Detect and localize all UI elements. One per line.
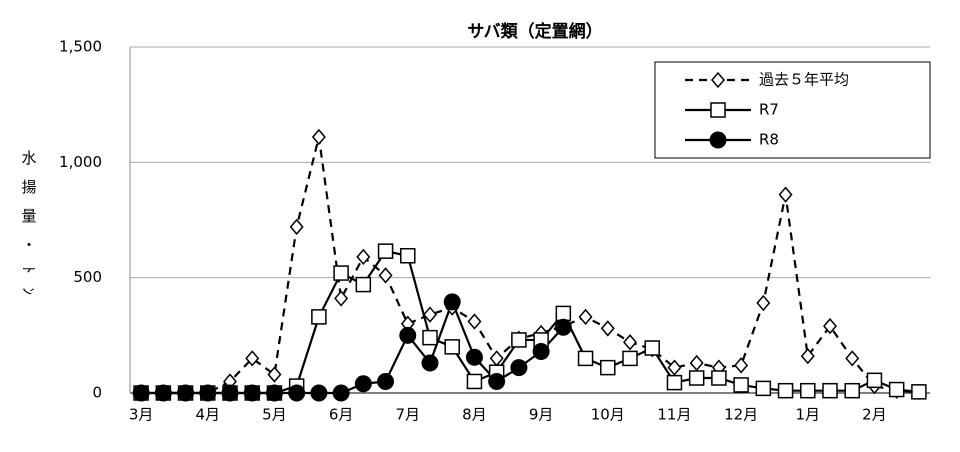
marker: [709, 131, 727, 149]
marker: [356, 248, 371, 266]
marker: [378, 267, 393, 284]
marker: [422, 329, 438, 346]
marker: [467, 313, 482, 330]
marker: [465, 348, 483, 366]
y-tick-label: 1,000: [59, 153, 102, 171]
marker: [332, 384, 350, 402]
marker: [444, 339, 460, 355]
marker: [800, 382, 816, 399]
x-tick-label: 10月: [591, 406, 625, 424]
x-tick-label: 7月: [396, 406, 421, 424]
x-tick-label: 6月: [329, 406, 354, 424]
marker: [644, 340, 660, 356]
x-tick-label: 1月: [796, 406, 821, 424]
marker: [600, 320, 615, 337]
marker: [733, 377, 749, 393]
marker: [265, 384, 283, 402]
marker: [622, 350, 638, 367]
legend-label: R7: [759, 101, 779, 119]
marker: [377, 372, 395, 390]
marker: [510, 359, 528, 377]
marker: [421, 354, 439, 372]
marker: [734, 357, 749, 374]
x-tick-label: 11月: [657, 406, 691, 424]
y-axis-label: 水揚量・ﾄﾝ: [20, 150, 38, 309]
marker: [310, 384, 328, 402]
legend-label: 過去５年平均: [759, 71, 849, 89]
marker: [577, 350, 594, 367]
marker: [132, 384, 150, 402]
marker: [377, 243, 394, 259]
marker: [423, 306, 437, 323]
marker: [511, 332, 527, 348]
marker: [711, 71, 725, 89]
marker: [822, 382, 838, 399]
marker: [823, 317, 837, 335]
marker: [623, 334, 637, 351]
marker: [288, 384, 306, 402]
marker: [245, 350, 260, 367]
marker: [199, 384, 217, 402]
marker: [845, 350, 860, 367]
marker: [866, 372, 883, 389]
marker: [489, 350, 504, 367]
marker: [689, 354, 704, 372]
marker: [756, 294, 771, 312]
marker: [666, 374, 683, 391]
marker: [755, 380, 772, 397]
marker: [710, 102, 726, 118]
marker: [466, 373, 483, 390]
marker: [555, 305, 572, 322]
marker: [355, 276, 372, 293]
marker: [488, 372, 506, 390]
marker: [289, 218, 304, 236]
marker: [267, 366, 282, 383]
marker: [778, 186, 793, 203]
marker: [311, 128, 326, 146]
marker: [400, 248, 416, 264]
x-tick-label: 5月: [262, 406, 287, 424]
x-tick-label: 4月: [196, 406, 221, 424]
marker: [334, 290, 349, 307]
marker: [177, 384, 195, 402]
marker: [154, 384, 172, 402]
y-tick-label: 1,500: [59, 38, 102, 56]
marker: [554, 318, 572, 336]
marker: [532, 342, 550, 360]
marker: [311, 309, 327, 325]
marker: [688, 370, 705, 386]
marker: [443, 293, 461, 311]
chart-title: サバ類（定置網）: [467, 21, 602, 42]
x-tick-label: 12月: [724, 406, 758, 424]
y-tick-label: 0: [92, 384, 102, 402]
marker: [800, 347, 815, 365]
x-tick-label: 3月: [129, 406, 154, 424]
marker: [578, 308, 593, 326]
marker: [888, 381, 905, 398]
marker: [667, 359, 682, 376]
y-tick-label: 500: [73, 268, 102, 286]
legend-label: R8: [759, 131, 779, 149]
x-tick-label: 2月: [862, 406, 887, 424]
x-tick-label: 8月: [462, 406, 487, 424]
marker: [354, 375, 372, 393]
x-tick-label: 9月: [529, 406, 554, 424]
marker: [911, 384, 927, 400]
marker: [333, 265, 349, 281]
marker: [777, 382, 794, 399]
marker: [711, 370, 727, 386]
marker: [600, 359, 616, 376]
marker: [221, 384, 239, 402]
marker: [844, 382, 860, 399]
marker: [243, 384, 261, 402]
marker: [399, 326, 417, 344]
